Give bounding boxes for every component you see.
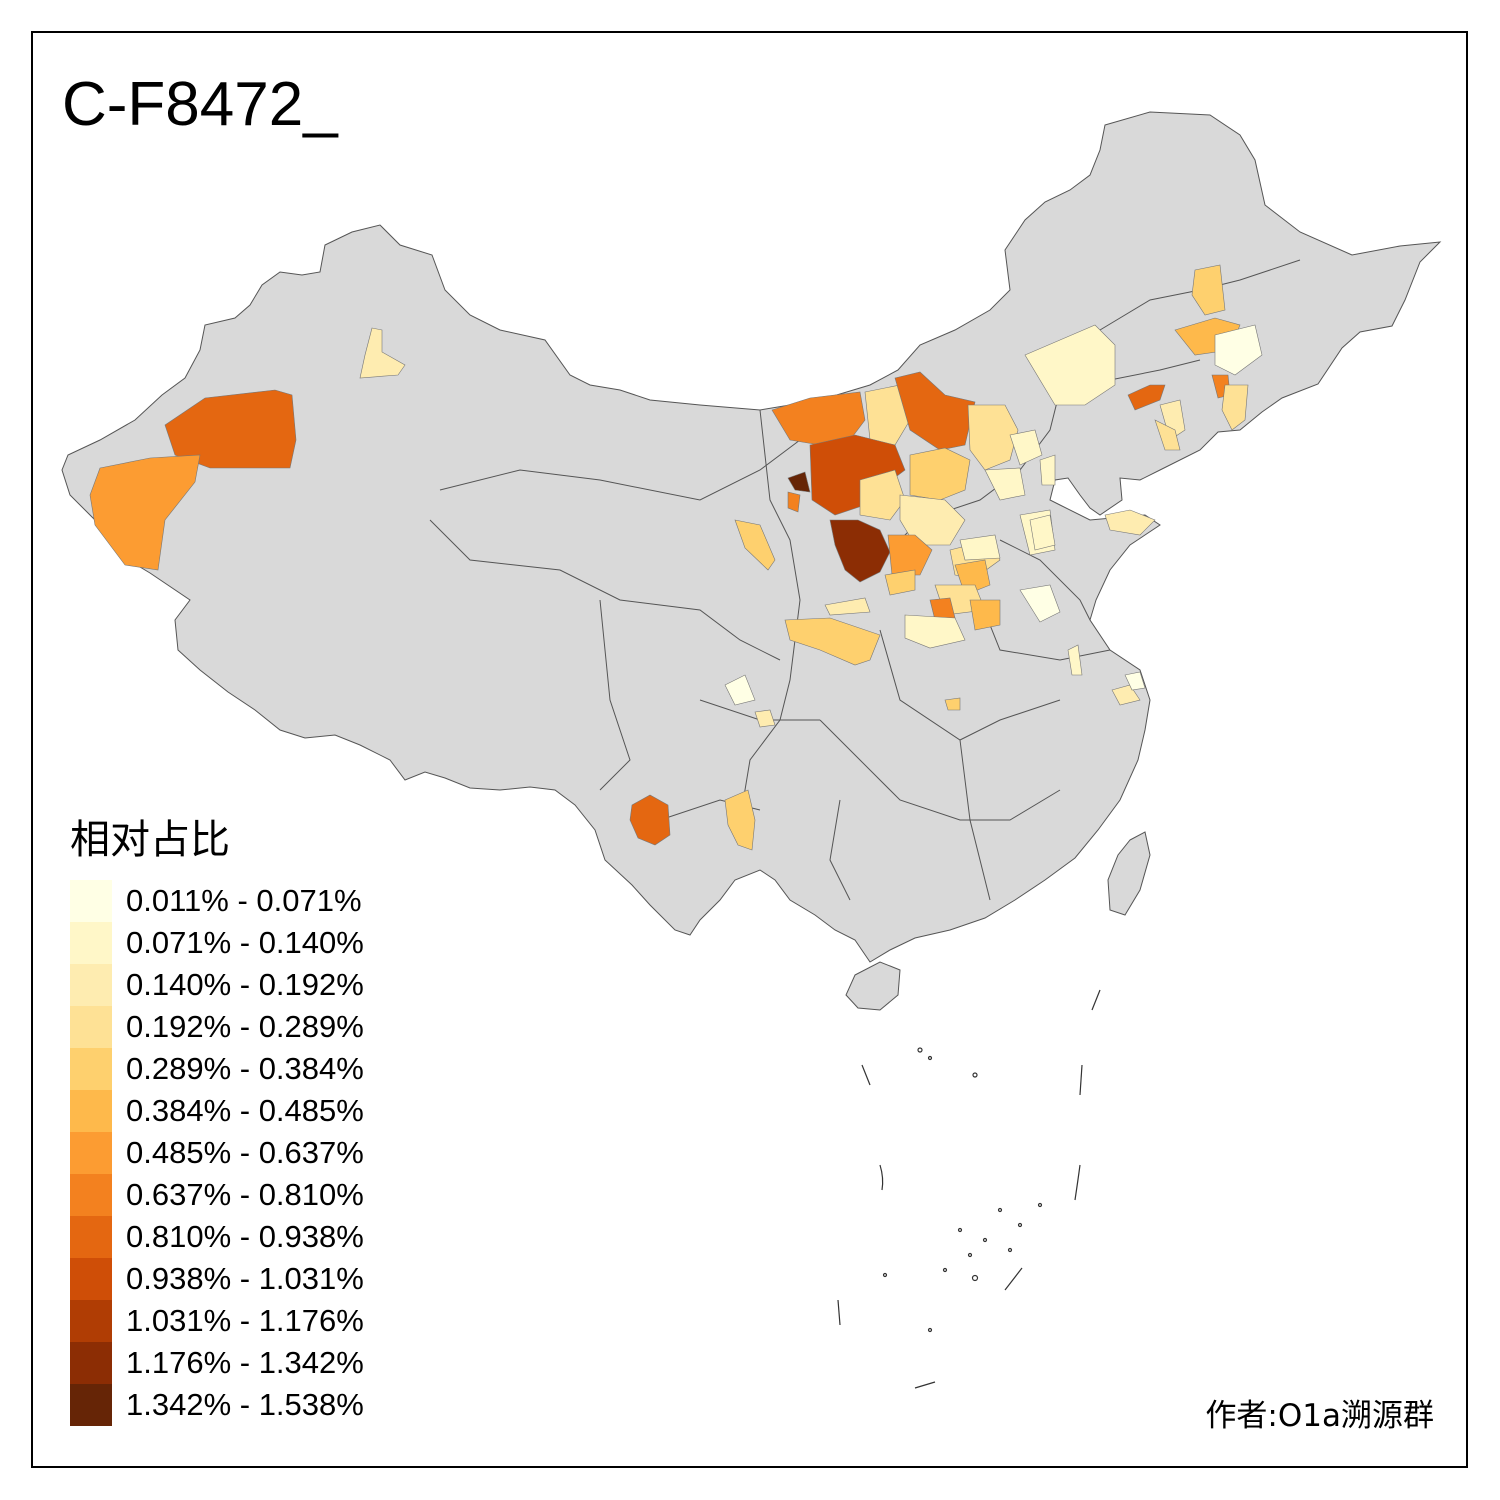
- map-title: C-F8472_: [62, 70, 338, 139]
- legend-label: 0.140% - 0.192%: [126, 967, 364, 1002]
- legend-label: 0.384% - 0.485%: [126, 1093, 364, 1128]
- legend: 相对占比 0.011% - 0.071% 0.071% - 0.140% 0.1…: [70, 818, 364, 1426]
- legend-swatch: [70, 1216, 112, 1258]
- legend-item: 0.938% - 1.031%: [70, 1258, 364, 1300]
- region-datong: [909, 447, 971, 501]
- legend-item: 0.289% - 0.384%: [70, 1048, 364, 1090]
- region-beijing: [1009, 429, 1043, 466]
- region-linfen: [887, 534, 933, 576]
- legend-item: 0.384% - 0.485%: [70, 1090, 364, 1132]
- region-chengdu: [754, 709, 776, 728]
- region-yanan: [859, 469, 906, 521]
- region-chifeng: [1024, 324, 1116, 406]
- hainan-island: [845, 961, 901, 1011]
- region-baicheng: [1191, 264, 1226, 316]
- legend-item: 0.485% - 0.637%: [70, 1132, 364, 1174]
- region-jinan: [1029, 514, 1056, 551]
- region-nanyang: [904, 614, 966, 649]
- legend-label: 0.938% - 1.031%: [126, 1261, 364, 1296]
- legend-label: 0.289% - 0.384%: [126, 1051, 364, 1086]
- legend-swatch: [70, 1132, 112, 1174]
- region-shizuishan: [787, 491, 801, 513]
- legend-item: 1.176% - 1.342%: [70, 1342, 364, 1384]
- legend-swatch: [70, 1258, 112, 1300]
- legend-label: 1.176% - 1.342%: [126, 1345, 364, 1380]
- legend-swatch: [70, 964, 112, 1006]
- region-hanzhong: [784, 617, 881, 666]
- region-wuhai: [787, 471, 811, 493]
- region-xinjiang-altay: [359, 327, 406, 379]
- region-yulin: [829, 519, 891, 583]
- legend-title: 相对占比: [70, 817, 230, 863]
- region-zhoukou: [969, 599, 1001, 631]
- region-heze: [1019, 584, 1061, 623]
- legend-label: 0.071% - 0.140%: [126, 925, 364, 960]
- legend-swatch: [70, 1048, 112, 1090]
- legend-label: 0.637% - 0.810%: [126, 1177, 364, 1212]
- region-taiyuan: [899, 494, 966, 546]
- region-chongqing: [944, 697, 961, 711]
- region-yuncheng: [884, 569, 916, 596]
- region-dali: [629, 794, 671, 846]
- region-aba: [724, 674, 756, 706]
- legend-swatch: [70, 1174, 112, 1216]
- region-dalian: [1154, 419, 1181, 451]
- region-bayannur: [771, 391, 866, 446]
- region-changchun: [1214, 324, 1263, 376]
- legend-label: 0.011% - 0.071%: [126, 883, 362, 918]
- region-handan: [959, 534, 1001, 561]
- region-zhangjiakou: [967, 404, 1019, 471]
- region-xuzhou: [1067, 644, 1083, 676]
- legend-item: 0.071% - 0.140%: [70, 922, 364, 964]
- region-nantong: [1124, 671, 1146, 691]
- region-baoding: [984, 467, 1026, 501]
- legend-swatch: [70, 1300, 112, 1342]
- author-credit: 作者:O1a溯源群: [1205, 1398, 1434, 1434]
- region-yantai: [1104, 509, 1156, 536]
- region-xinjiang-kashgar: [89, 454, 201, 571]
- legend-label: 0.810% - 0.938%: [126, 1219, 364, 1254]
- region-baotou: [864, 384, 911, 446]
- legend-swatch: [70, 922, 112, 964]
- legend-item: 0.140% - 0.192%: [70, 964, 364, 1006]
- legend-swatch: [70, 1090, 112, 1132]
- region-baoji: [824, 597, 871, 616]
- legend-swatch: [70, 1006, 112, 1048]
- south-sea-islands: [837, 989, 1101, 1389]
- region-tianjin: [1039, 454, 1056, 486]
- legend-label: 1.342% - 1.538%: [126, 1387, 364, 1422]
- region-kunming: [724, 789, 756, 851]
- legend-items: 0.011% - 0.071% 0.071% - 0.140% 0.140% -…: [70, 880, 364, 1426]
- region-lanzhou: [734, 519, 776, 571]
- legend-item: 0.192% - 0.289%: [70, 1006, 364, 1048]
- legend-item: 0.011% - 0.071%: [70, 880, 364, 922]
- map-frame: [31, 31, 1468, 1468]
- region-chaoyang: [1127, 384, 1166, 411]
- legend-item: 1.342% - 1.538%: [70, 1384, 364, 1426]
- taiwan-island: [1107, 831, 1151, 916]
- legend-item: 0.810% - 0.938%: [70, 1216, 364, 1258]
- legend-label: 0.485% - 0.637%: [126, 1135, 364, 1170]
- legend-item: 0.637% - 0.810%: [70, 1174, 364, 1216]
- legend-swatch: [70, 1342, 112, 1384]
- region-fills: [89, 264, 1263, 851]
- legend-item: 1.031% - 1.176%: [70, 1300, 364, 1342]
- legend-label: 0.192% - 0.289%: [126, 1009, 364, 1044]
- legend-swatch: [70, 1384, 112, 1426]
- legend-swatch: [70, 880, 112, 922]
- region-tonghua: [1221, 384, 1249, 431]
- legend-label: 1.031% - 1.176%: [126, 1303, 364, 1338]
